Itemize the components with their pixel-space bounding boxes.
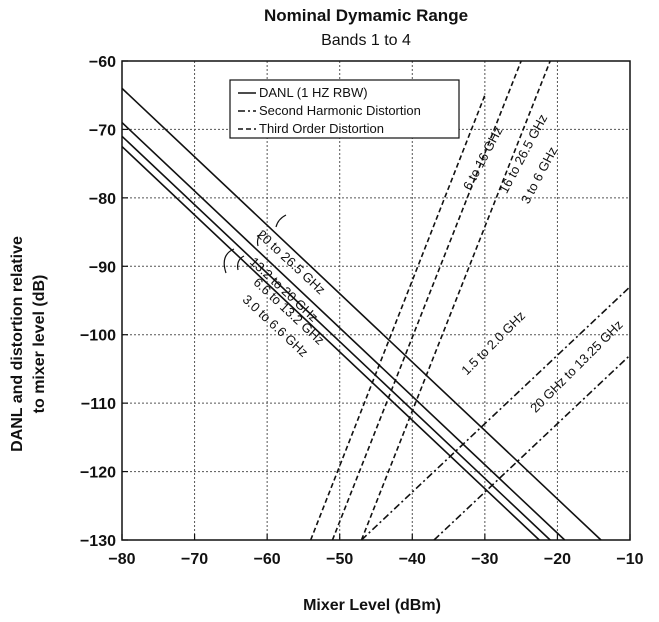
x-tick-label: −10 (616, 551, 643, 568)
y-tick-label: −60 (89, 54, 116, 71)
chart-title: Nominal Dymamic Range (264, 6, 468, 25)
y-tick-label: −130 (80, 533, 116, 550)
y-tick-label: −120 (80, 465, 116, 482)
x-tick-label: −40 (399, 551, 426, 568)
annotation-arrow-13-2-to-20 (256, 231, 263, 247)
y-axis-label-line-2: to mixer level (dB) (31, 275, 48, 414)
series-line-6-6-to-13-2-ghz (121, 135, 551, 541)
series-line-20-to-26-5-ghz (121, 87, 602, 541)
x-tick-label: −50 (326, 551, 353, 568)
legend-entry-third-order: Third Order Distortion (259, 121, 384, 136)
annotation-1-5-to-2-0-ghz: 1.5 to 2.0 GHz (458, 308, 528, 378)
x-axis-label: Mixer Level (dBm) (303, 597, 441, 614)
x-tick-label: −20 (544, 551, 571, 568)
legend: DANL (1 HZ RBW) Second Harmonic Distorti… (229, 79, 460, 139)
legend-entry-second-harmonic: Second Harmonic Distortion (259, 103, 421, 118)
x-tick-label: −80 (108, 551, 135, 568)
annotation-arrow-3-0-to-6-6 (223, 248, 235, 274)
y-tick-label: −100 (80, 328, 116, 345)
series-lines (121, 60, 631, 541)
series-line-3-to-6-ghz (360, 60, 551, 541)
y-axis-label-line-1: DANL and distortion relative (9, 236, 26, 452)
annotation-arrow-6-6-to-13-2 (237, 255, 245, 271)
y-axis-label-group: DANL and distortion relative to mixer le… (9, 236, 48, 452)
y-tick-label: −70 (89, 122, 116, 139)
series-line-16-to-26-5-ghz (331, 60, 522, 541)
series-line-20-ghz-to-13-25-ghz (433, 354, 631, 541)
x-tick-label: −30 (471, 551, 498, 568)
series-line-6-to-16-ghz (309, 94, 486, 541)
y-tick-label: −110 (81, 396, 116, 413)
x-tick-label: −70 (181, 551, 208, 568)
y-tick-label: −80 (89, 191, 116, 208)
legend-entry-danl: DANL (1 HZ RBW) (259, 85, 368, 100)
series-line-3-0-to-6-6-ghz (121, 145, 540, 541)
legend-box (229, 79, 460, 139)
annotation-arrow-20-to-26-5 (275, 214, 287, 228)
x-tick-label: −60 (254, 551, 281, 568)
y-tick-label: −90 (89, 259, 116, 276)
chart-subtitle: Bands 1 to 4 (321, 32, 411, 49)
annotation-20-ghz-to-13-25-ghz: 20 GHz to 13.25 GHz (527, 317, 625, 415)
plot-frame (121, 60, 631, 541)
tick-labels: −80 −70 −60 −50 −40 −30 −20 −10 −60 −70 −80 −90 −100… (80, 54, 644, 568)
series-line-1-5-to-2-0-ghz (360, 286, 631, 541)
series-line-13-2-to-20-ghz (121, 122, 566, 541)
